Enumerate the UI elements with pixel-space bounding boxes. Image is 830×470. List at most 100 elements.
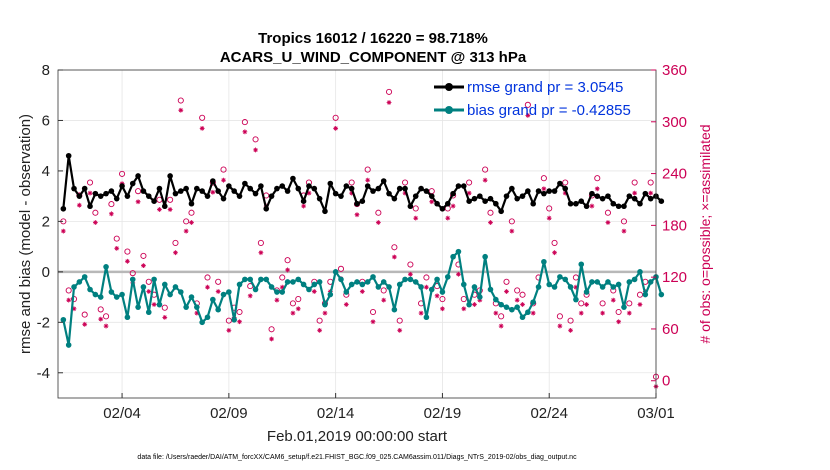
bias-point bbox=[525, 309, 531, 316]
obs-assimilated-point bbox=[285, 267, 290, 273]
bias-point bbox=[108, 289, 115, 295]
rmse-point bbox=[359, 198, 366, 204]
bias-point bbox=[274, 289, 280, 295]
obs-assimilated-point bbox=[509, 228, 515, 234]
obs-assimilated-point bbox=[82, 321, 88, 327]
rmse-point bbox=[311, 185, 318, 192]
obs-assimilated-point bbox=[199, 125, 205, 131]
rmse-point bbox=[391, 195, 398, 202]
obs-possible-point bbox=[279, 274, 286, 281]
bias-point bbox=[252, 286, 259, 293]
obs-possible-point bbox=[215, 278, 222, 285]
bias-point bbox=[418, 284, 424, 290]
rmse-point bbox=[172, 190, 179, 197]
rmse-point bbox=[161, 203, 168, 210]
obs-assimilated-point bbox=[610, 297, 616, 303]
rmse-point bbox=[204, 193, 211, 199]
rmse-point bbox=[460, 183, 467, 189]
obs-assimilated-point bbox=[461, 306, 467, 312]
bias-point bbox=[178, 289, 184, 295]
obs-assimilated-point bbox=[178, 107, 184, 113]
obs-possible-point bbox=[113, 235, 120, 242]
bias-point bbox=[364, 279, 371, 285]
obs-possible-point bbox=[631, 179, 638, 186]
obs-assimilated-point bbox=[167, 207, 173, 212]
bias-point bbox=[316, 279, 323, 285]
bias-point bbox=[434, 276, 440, 283]
obs-assimilated-point bbox=[66, 297, 72, 303]
bias-point bbox=[359, 281, 366, 288]
y-tick-label: 6 bbox=[42, 112, 50, 129]
rmse-point bbox=[129, 180, 136, 187]
obs-assimilated-point bbox=[279, 284, 285, 290]
obs-assimilated-point bbox=[445, 215, 451, 221]
plot-area bbox=[58, 70, 656, 398]
rmse-point bbox=[226, 183, 232, 189]
obs-possible-point bbox=[257, 239, 264, 246]
bias-point bbox=[156, 301, 163, 308]
obs-assimilated-point bbox=[434, 293, 440, 299]
rmse-point bbox=[444, 200, 451, 207]
bias-point bbox=[546, 281, 553, 288]
bias-point bbox=[615, 281, 622, 288]
bias-point bbox=[557, 274, 563, 280]
rmse-point bbox=[178, 188, 184, 194]
plot-frame bbox=[57, 69, 657, 399]
bias-point bbox=[87, 286, 93, 293]
rmse-point bbox=[60, 205, 67, 212]
rmse-point bbox=[316, 195, 323, 202]
obs-assimilated-point bbox=[520, 302, 525, 307]
bias-point bbox=[386, 284, 392, 290]
obs-assimilated-point bbox=[482, 177, 488, 183]
x-tick-label: 02/19 bbox=[424, 405, 462, 422]
bias-point bbox=[65, 342, 72, 348]
obs-possible-point bbox=[626, 300, 633, 307]
rmse-point bbox=[647, 195, 654, 202]
obs-possible-point bbox=[241, 119, 248, 126]
bias-point bbox=[583, 289, 590, 295]
bias-point bbox=[541, 258, 547, 265]
chart-subtitle: ACARS_U_WIND_COMPONENT @ 313 hPa bbox=[220, 49, 527, 66]
bias-point bbox=[477, 294, 483, 300]
y-axis-left: -4 -2 0 2 4 6 8 bbox=[37, 62, 63, 382]
obs-possible-point bbox=[103, 313, 110, 320]
obs-assimilated-point bbox=[71, 306, 77, 312]
obs-assimilated-point bbox=[237, 319, 242, 325]
footnote: data file: /Users/raeder/DAI/ATM_forcXX/… bbox=[137, 454, 577, 461]
obs-possible-point bbox=[220, 166, 227, 173]
rmse-point bbox=[65, 152, 72, 159]
bias-point bbox=[423, 314, 430, 321]
obs-assimilated-point bbox=[637, 302, 643, 307]
obs-assimilated-point bbox=[151, 302, 157, 307]
bias-series bbox=[60, 248, 665, 348]
obs-assimilated-point bbox=[397, 327, 403, 333]
bias-point bbox=[204, 314, 211, 321]
legend-rmse-marker bbox=[445, 83, 453, 91]
rmse-point bbox=[605, 193, 611, 199]
obs-assimilated-point bbox=[648, 190, 654, 196]
rmse-point bbox=[295, 185, 302, 192]
obs-assimilated-point bbox=[578, 310, 584, 316]
obs-assimilated-point bbox=[498, 323, 504, 329]
obs-assimilated-point bbox=[514, 297, 520, 303]
x-tick-label: 02/04 bbox=[103, 405, 141, 422]
obs-assimilated-point bbox=[205, 284, 210, 290]
obs-assimilated-point bbox=[541, 186, 547, 192]
obs-assimilated-point bbox=[317, 327, 323, 333]
obs-assimilated-point bbox=[60, 228, 66, 234]
obs-assimilated-point bbox=[557, 323, 563, 329]
rmse-point bbox=[76, 193, 83, 199]
bias-point bbox=[631, 276, 638, 283]
obs-possible-point bbox=[482, 166, 489, 173]
bias-point bbox=[226, 289, 232, 295]
bias-point bbox=[151, 276, 157, 283]
obs-assimilated-point bbox=[413, 215, 419, 221]
obs-assimilated-point bbox=[504, 289, 509, 294]
rmse-point bbox=[573, 200, 579, 207]
legend: rmse grand pr = 3.0545 bias grand pr = -… bbox=[434, 79, 631, 119]
bias-point bbox=[124, 314, 131, 321]
obs-possible-point bbox=[108, 201, 115, 208]
rmse-point bbox=[482, 198, 488, 204]
obs-assimilated-point bbox=[621, 228, 627, 234]
rmse-point bbox=[455, 183, 462, 189]
